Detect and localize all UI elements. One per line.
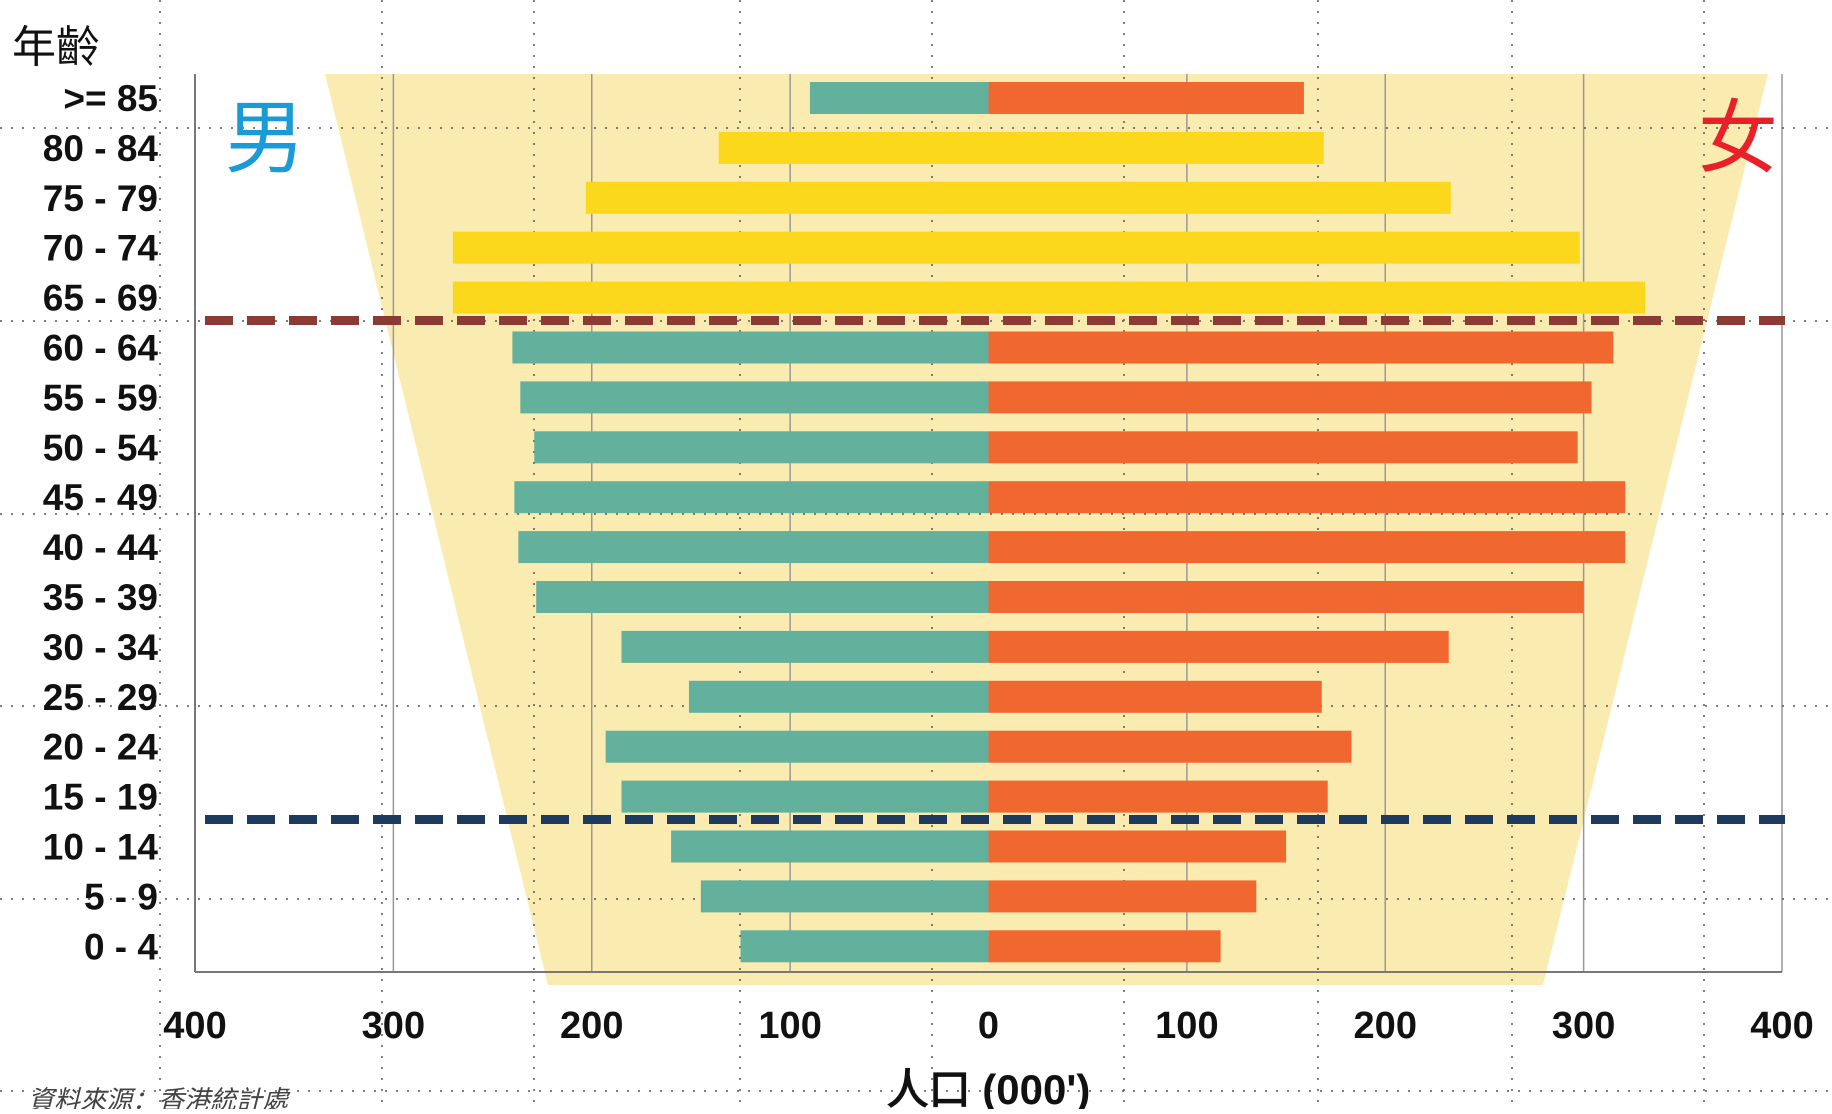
- bar-female-8: [988, 481, 1626, 514]
- bar-female-1: [988, 131, 1324, 164]
- y-tick-label-16: 5 - 9: [84, 876, 158, 917]
- x-tick-label-3: 100: [758, 1005, 821, 1047]
- x-tick-label-1: 300: [362, 1005, 425, 1047]
- bar-male-3: [452, 231, 989, 264]
- bar-female-10: [988, 581, 1584, 613]
- y-tick-label-1: 80 - 84: [43, 128, 159, 169]
- bar-male-5: [512, 331, 989, 364]
- bar-female-2: [988, 181, 1451, 214]
- bar-male-0: [809, 82, 989, 114]
- bar-female-15: [988, 830, 1287, 863]
- y-tick-label-5: 60 - 64: [43, 328, 159, 369]
- bar-female-11: [988, 630, 1449, 663]
- reference-lines: [205, 316, 1785, 825]
- bar-male-8: [514, 481, 989, 514]
- bar-male-9: [518, 531, 989, 564]
- bar-female-3: [988, 231, 1580, 264]
- bar-male-1: [718, 131, 989, 164]
- bar-male-14: [621, 780, 989, 813]
- x-tick-label-8: 400: [1750, 1005, 1813, 1047]
- y-tick-label-13: 20 - 24: [43, 727, 159, 768]
- y-tick-label-7: 50 - 54: [43, 427, 159, 468]
- bar-male-16: [700, 880, 989, 913]
- bar-female-5: [988, 331, 1614, 364]
- y-tick-label-10: 35 - 39: [43, 577, 158, 618]
- y-tick-label-4: 65 - 69: [43, 278, 158, 319]
- y-tick-label-6: 55 - 59: [43, 377, 158, 418]
- x-tick-label-5: 100: [1155, 1005, 1218, 1047]
- bar-female-9: [988, 531, 1626, 564]
- y-tick-label-2: 75 - 79: [43, 178, 158, 219]
- bar-male-13: [605, 730, 989, 763]
- x-tick-label-2: 200: [560, 1005, 623, 1047]
- y-tick-label-0: >= 85: [63, 78, 158, 119]
- x-tick-label-0: 400: [163, 1005, 226, 1047]
- bar-male-6: [520, 381, 989, 414]
- bar-male-4: [452, 281, 989, 314]
- bar-male-7: [534, 431, 989, 464]
- y-tick-labels: >= 85 80 - 84 75 - 79 70 - 74 65 - 69 60 - 64…: [43, 78, 159, 967]
- bar-female-16: [988, 880, 1257, 913]
- bar-male-12: [688, 680, 989, 713]
- source-note: 資料來源：香港統計處: [28, 1085, 291, 1109]
- female-label: 女: [1698, 94, 1778, 183]
- bar-female-7: [988, 431, 1578, 464]
- bar-female-14: [988, 780, 1328, 813]
- bar-female-13: [988, 730, 1352, 763]
- bar-male-10: [536, 581, 989, 613]
- y-tick-label-9: 40 - 44: [43, 527, 159, 568]
- x-tick-label-7: 300: [1552, 1005, 1615, 1047]
- x-tick-label-4: 0: [978, 1005, 999, 1047]
- bar-female-17: [988, 930, 1221, 963]
- bar-female-6: [988, 381, 1592, 414]
- bars: [452, 82, 1646, 963]
- y-tick-label-12: 25 - 29: [43, 677, 158, 718]
- bar-male-15: [671, 830, 989, 863]
- bar-female-4: [988, 281, 1646, 314]
- x-tick-labels: 400 300 200 100 0 100 200 300 400: [163, 1005, 1813, 1047]
- y-axis-title: 年齡: [12, 23, 100, 72]
- y-tick-label-15: 10 - 14: [43, 827, 159, 868]
- y-tick-label-3: 70 - 74: [43, 228, 159, 269]
- bar-female-12: [988, 680, 1322, 713]
- y-tick-label-17: 0 - 4: [84, 926, 158, 967]
- y-tick-label-8: 45 - 49: [43, 477, 158, 518]
- y-tick-label-14: 15 - 19: [43, 777, 158, 818]
- bar-male-11: [621, 630, 989, 663]
- x-tick-label-6: 200: [1354, 1005, 1417, 1047]
- bar-male-17: [740, 930, 989, 963]
- y-tick-label-11: 30 - 34: [43, 627, 159, 668]
- x-axis-title: 人口 (000'): [887, 1066, 1091, 1109]
- bar-male-2: [585, 181, 989, 214]
- male-label: 男: [225, 94, 305, 183]
- bar-female-0: [988, 82, 1304, 114]
